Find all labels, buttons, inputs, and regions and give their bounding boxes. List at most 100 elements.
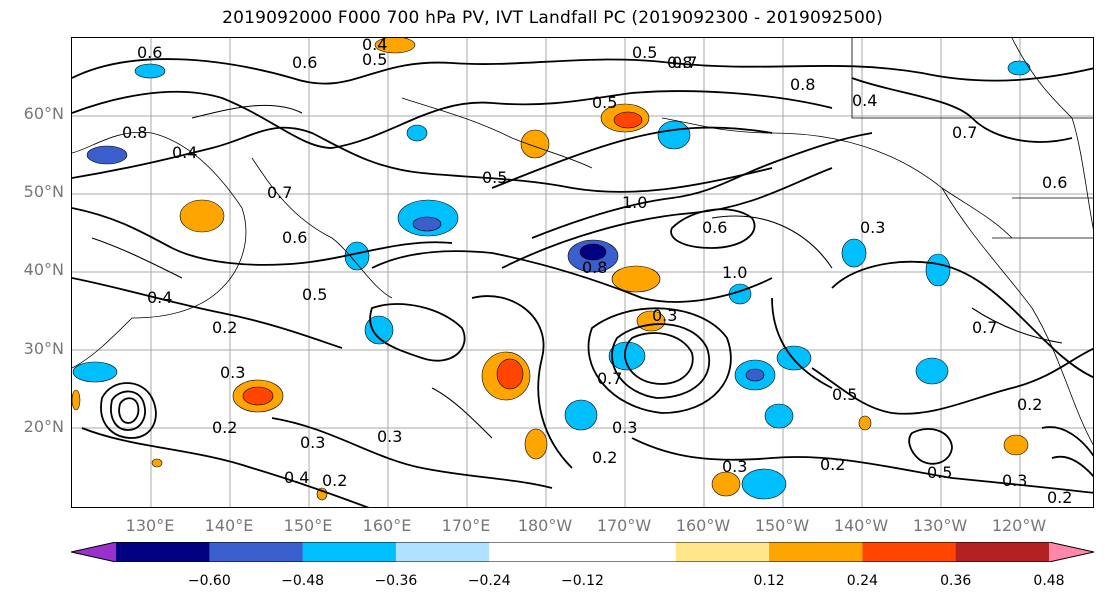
anomaly-negative [86, 145, 128, 165]
lat-label: 60°N [23, 104, 64, 123]
colorbar-bin [582, 542, 677, 562]
anomaly-negative [745, 368, 765, 382]
contour-label: 0.6 [1042, 173, 1067, 192]
lon-label: 140°W [833, 516, 889, 535]
contour-label: 0.2 [212, 418, 237, 437]
map-title: 2019092000 F000 700 hPa PV, IVT Landfall… [222, 8, 883, 28]
colorbar-bin [862, 542, 957, 562]
contour-label: 0.8 [582, 258, 607, 277]
lon-label: 130°W [912, 516, 968, 535]
contour-label: 0.3 [722, 457, 747, 476]
colorbar-bin [769, 542, 863, 562]
lat-label: 50°N [23, 182, 64, 201]
colorbar-bin [675, 542, 770, 562]
contour-label: 0.3 [1002, 471, 1027, 490]
lon-label: 150°W [754, 516, 810, 535]
contour-label: 0.2 [592, 448, 617, 467]
anomaly-positive [1003, 434, 1029, 456]
colorbar-segments [71, 542, 1094, 562]
colorbar-bin [209, 542, 304, 562]
colorbar-tick-label: −0.12 [561, 573, 604, 589]
lat-label: 40°N [23, 260, 64, 279]
contour-label: 0.5 [302, 285, 327, 304]
lon-label: 140°E [204, 516, 254, 535]
contour-label: 0.5 [592, 93, 617, 112]
colorbar-tick-label: 0.48 [1033, 573, 1065, 589]
anomaly-negative [915, 357, 949, 385]
colorbar-bin [955, 542, 1050, 562]
contour-label: 0.5 [632, 43, 657, 62]
anomaly-negative [364, 315, 394, 345]
contour-label: 0.3 [220, 363, 245, 382]
anomaly-negative [579, 243, 607, 261]
anomaly-positive [520, 129, 550, 159]
contour-label: 0.5 [927, 463, 952, 482]
contour-label: 0.5 [362, 50, 387, 69]
anomaly-negative [925, 253, 951, 287]
anomaly-negative [564, 399, 598, 431]
contour-label: 0.5 [832, 385, 857, 404]
lon-label: 130°E [125, 516, 175, 535]
anomaly-positive [374, 38, 416, 54]
contour-label: 0.7 [267, 183, 292, 202]
anomaly-negative [608, 341, 646, 371]
anomaly-positive [611, 265, 661, 293]
colorbar-tick-label: −0.36 [374, 573, 418, 589]
colorbar-extension-low [71, 542, 116, 562]
anomaly-positive [151, 458, 163, 468]
contour-label: 0.2 [1017, 395, 1042, 414]
lat-label: 20°N [23, 417, 64, 436]
colorbar-bin [489, 542, 583, 562]
contour-label: 0.6 [137, 43, 162, 62]
contour-label: 0.4 [362, 38, 387, 54]
contour-label: 1.0 [622, 193, 647, 212]
contour-label: 0.4 [852, 91, 877, 110]
anomaly-negative [406, 124, 428, 142]
lon-label: 160°W [675, 516, 731, 535]
map-canvas: 0.6 0.5 0.4 0.5 0.8 0.7 0.4 0.6 0.8 0.5 … [72, 38, 1093, 507]
anomaly-positive [858, 415, 872, 431]
lon-label: 160°E [362, 516, 412, 535]
colorbar-extension-high [1049, 542, 1094, 562]
colorbar-tick-label: 0.36 [940, 573, 972, 589]
pv-contours-thin [91, 104, 1063, 439]
contour-label: 0.2 [820, 455, 845, 474]
contour-label: 1.0 [722, 263, 747, 282]
lon-label: 170°W [596, 516, 652, 535]
anomaly-positive [711, 471, 741, 497]
lon-label: 180°W [517, 516, 573, 535]
contour-label: 0.6 [702, 218, 727, 237]
contour-label: 0.6 [282, 228, 307, 247]
colorbar-tick-label: −0.24 [467, 573, 511, 589]
colorbar-bin [302, 542, 397, 562]
anomaly-positive [524, 428, 548, 460]
anomaly-positive [496, 358, 524, 390]
contour-label: 0.4 [147, 288, 172, 307]
contour-label: 0.3 [612, 418, 637, 437]
contour-label: 0.2 [212, 318, 237, 337]
colorbar-bin [116, 542, 210, 562]
anomaly-positive [613, 111, 643, 129]
pv-contours [72, 58, 1093, 507]
anomaly-positive [72, 389, 81, 411]
ivt-anomaly-fills [72, 38, 1031, 501]
anomaly-negative [741, 468, 787, 500]
contour-label: 0.5 [482, 168, 507, 187]
contour-label: 0.3 [300, 433, 325, 452]
contour-label: 0.4 [284, 468, 309, 487]
anomaly-negative [841, 238, 867, 268]
anomaly-negative [1007, 60, 1031, 76]
contour-label: 0.7 [672, 53, 697, 72]
contour-label: 0.3 [860, 218, 885, 237]
contour-label-layer: 0.6 0.5 0.4 0.5 0.8 0.7 0.4 0.6 0.8 0.5 … [122, 38, 1072, 507]
lon-label: 120°W [991, 516, 1047, 535]
anomaly-positive [242, 386, 274, 406]
contour-label: 0.8 [667, 53, 692, 72]
colorbar-tick-label: −0.60 [187, 573, 231, 589]
contour-label: 0.7 [952, 123, 977, 142]
anomaly-negative [134, 63, 166, 79]
contour-label: 0.8 [790, 75, 815, 94]
colorbar-tick-label: 0.12 [753, 573, 785, 589]
colorbar-tick-label: −0.48 [281, 573, 325, 589]
contour-label: 0.8 [122, 123, 147, 142]
